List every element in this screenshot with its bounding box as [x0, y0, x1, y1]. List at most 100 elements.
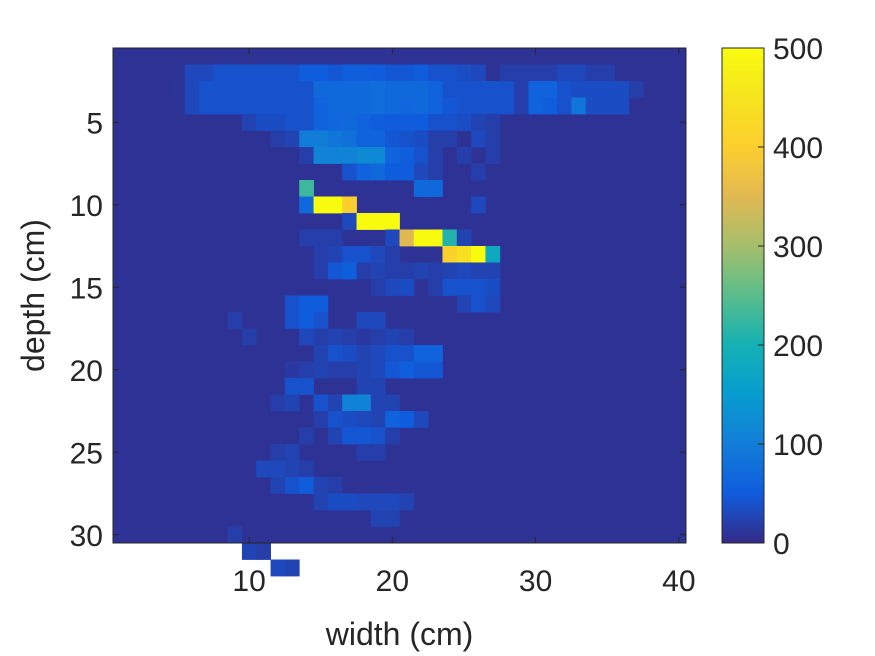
heatmap-cell	[413, 345, 429, 362]
heatmap-cell	[428, 147, 443, 164]
heatmap-cell	[327, 493, 343, 511]
heatmap-cell	[241, 543, 257, 560]
colorbar	[721, 47, 765, 544]
heatmap-cell	[385, 394, 400, 412]
y-tick-label: 25	[70, 437, 103, 470]
heatmap-cell	[327, 130, 343, 148]
heatmap-cell	[356, 130, 372, 148]
colorbar-tick-label: 200	[773, 330, 823, 363]
heatmap-cell	[356, 97, 372, 115]
heatmap-cell	[471, 130, 486, 148]
heatmap-cell	[370, 427, 386, 445]
heatmap-cell	[399, 163, 415, 181]
heatmap-cell	[327, 147, 343, 164]
heatmap-cell	[241, 81, 257, 98]
heatmap-cell	[442, 262, 458, 280]
heatmap-cell	[356, 262, 372, 280]
heatmap-cell	[370, 246, 386, 263]
heatmap-cell	[370, 147, 386, 164]
heatmap-cell	[428, 279, 443, 296]
heatmap-cell	[270, 130, 286, 148]
heatmap-cell	[356, 328, 372, 346]
heatmap-cell	[184, 64, 200, 82]
heatmap-cell	[170, 81, 186, 98]
heatmap-cell	[213, 64, 228, 82]
heatmap-cell	[542, 97, 558, 115]
heatmap-cell	[385, 345, 400, 362]
heatmap-cell	[327, 328, 343, 346]
heatmap-cell	[428, 81, 443, 98]
colorbar-tick-label: 500	[773, 33, 823, 66]
heatmap-cell	[299, 477, 314, 494]
heatmap-cell	[227, 64, 243, 82]
heatmap-cell	[614, 81, 630, 98]
plot-frame	[112, 47, 687, 544]
heatmap-cell	[571, 81, 587, 98]
heatmap-cell	[385, 81, 400, 98]
heatmap-cell	[385, 328, 400, 346]
heatmap-cell	[485, 295, 501, 313]
heatmap-cell	[499, 64, 515, 82]
heatmap-cell	[256, 64, 271, 82]
heatmap-cell	[342, 427, 357, 445]
heatmap-cell	[385, 97, 400, 115]
heatmap-cell	[327, 229, 343, 247]
heatmap-cell	[284, 295, 300, 313]
heatmap-cell	[299, 427, 314, 445]
heatmap-cell	[413, 229, 429, 247]
heatmap-cell	[342, 97, 357, 115]
heatmap-cell	[370, 328, 386, 346]
heatmap-cell	[327, 246, 343, 263]
heatmap-cell	[428, 262, 443, 280]
heatmap-cell	[471, 295, 486, 313]
heatmap-cell	[370, 81, 386, 98]
heatmap-cell	[413, 163, 429, 181]
heatmap-cell	[456, 295, 472, 313]
heatmap-cell	[370, 97, 386, 115]
heatmap-cell	[356, 411, 372, 428]
y-tick-label: 20	[70, 355, 103, 388]
heatmap-cell	[428, 229, 443, 247]
colorbar-ticks: 0 100 200 300 400 500	[758, 33, 823, 561]
heatmap-cell	[299, 130, 314, 148]
heatmap-cell	[313, 130, 329, 148]
heatmap-cell	[356, 81, 372, 98]
heatmap-cell	[313, 114, 329, 131]
heatmap-cell	[313, 262, 329, 280]
heatmap-cell	[471, 196, 486, 214]
heatmap-cell	[284, 81, 300, 98]
heatmap-cell	[571, 64, 587, 82]
heatmap-cell	[241, 64, 257, 82]
heatmap-cell	[471, 114, 486, 131]
heatmap-cell	[399, 345, 415, 362]
heatmap-cell	[413, 411, 429, 428]
heatmap-cell	[370, 279, 386, 296]
heatmap-cell	[270, 114, 286, 131]
heatmap-cell	[299, 328, 314, 346]
heatmap-cell	[471, 64, 486, 82]
heatmap-cell	[428, 114, 443, 131]
heatmap-cell	[585, 81, 601, 98]
heatmap-cell	[313, 345, 329, 362]
heatmap-cell	[284, 114, 300, 131]
heatmap-cell	[284, 477, 300, 494]
heatmap-cell	[313, 97, 329, 115]
heatmap-cell	[284, 444, 300, 461]
heatmap-cell	[356, 163, 372, 181]
heatmap-cell	[270, 477, 286, 494]
x-tick-label: 10	[232, 565, 265, 598]
heatmap-cell	[256, 81, 271, 98]
heatmap-cell	[356, 64, 372, 82]
heatmap-cell	[299, 361, 314, 379]
heatmap-cell	[399, 130, 415, 148]
heatmap-cell	[399, 64, 415, 82]
heatmap-cell	[399, 262, 415, 280]
heatmap-cell	[327, 97, 343, 115]
heatmap-cell	[385, 130, 400, 148]
heatmap-cell	[542, 64, 558, 82]
heatmap-cell	[399, 147, 415, 164]
heatmap-cell	[370, 312, 386, 329]
heatmap-cell	[342, 196, 357, 214]
heatmap-cell	[385, 163, 400, 181]
